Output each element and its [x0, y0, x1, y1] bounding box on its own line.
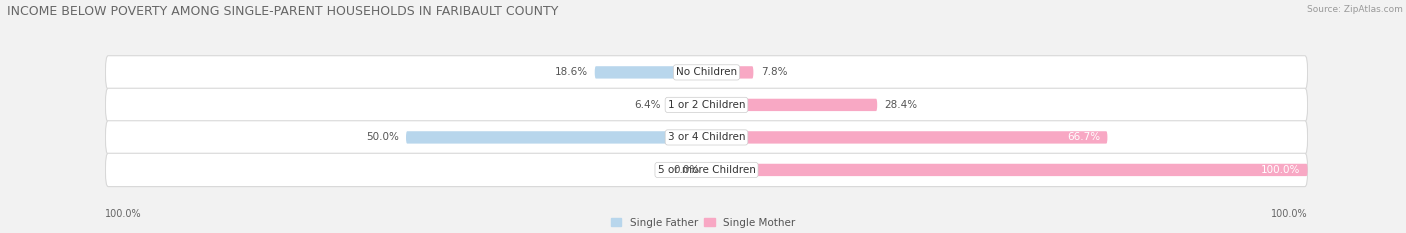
Text: 1 or 2 Children: 1 or 2 Children: [668, 100, 745, 110]
FancyBboxPatch shape: [406, 131, 707, 144]
Text: 6.4%: 6.4%: [634, 100, 661, 110]
FancyBboxPatch shape: [668, 99, 707, 111]
Text: No Children: No Children: [676, 67, 737, 77]
Text: 28.4%: 28.4%: [884, 100, 918, 110]
FancyBboxPatch shape: [595, 66, 707, 79]
FancyBboxPatch shape: [105, 88, 1308, 122]
FancyBboxPatch shape: [707, 131, 1108, 144]
Text: 100.0%: 100.0%: [1261, 165, 1301, 175]
Text: 5 or more Children: 5 or more Children: [658, 165, 755, 175]
Text: 50.0%: 50.0%: [366, 132, 399, 142]
Text: 100.0%: 100.0%: [105, 209, 142, 219]
Text: 66.7%: 66.7%: [1067, 132, 1101, 142]
Text: Source: ZipAtlas.com: Source: ZipAtlas.com: [1308, 5, 1403, 14]
Text: INCOME BELOW POVERTY AMONG SINGLE-PARENT HOUSEHOLDS IN FARIBAULT COUNTY: INCOME BELOW POVERTY AMONG SINGLE-PARENT…: [7, 5, 558, 18]
Legend: Single Father, Single Mother: Single Father, Single Mother: [610, 218, 796, 228]
FancyBboxPatch shape: [105, 121, 1308, 154]
FancyBboxPatch shape: [707, 66, 754, 79]
FancyBboxPatch shape: [105, 153, 1308, 187]
Text: 0.0%: 0.0%: [673, 165, 699, 175]
FancyBboxPatch shape: [105, 56, 1308, 89]
FancyBboxPatch shape: [707, 164, 1308, 176]
Text: 18.6%: 18.6%: [554, 67, 588, 77]
Text: 100.0%: 100.0%: [1271, 209, 1308, 219]
Text: 3 or 4 Children: 3 or 4 Children: [668, 132, 745, 142]
FancyBboxPatch shape: [707, 99, 877, 111]
Text: 7.8%: 7.8%: [761, 67, 787, 77]
